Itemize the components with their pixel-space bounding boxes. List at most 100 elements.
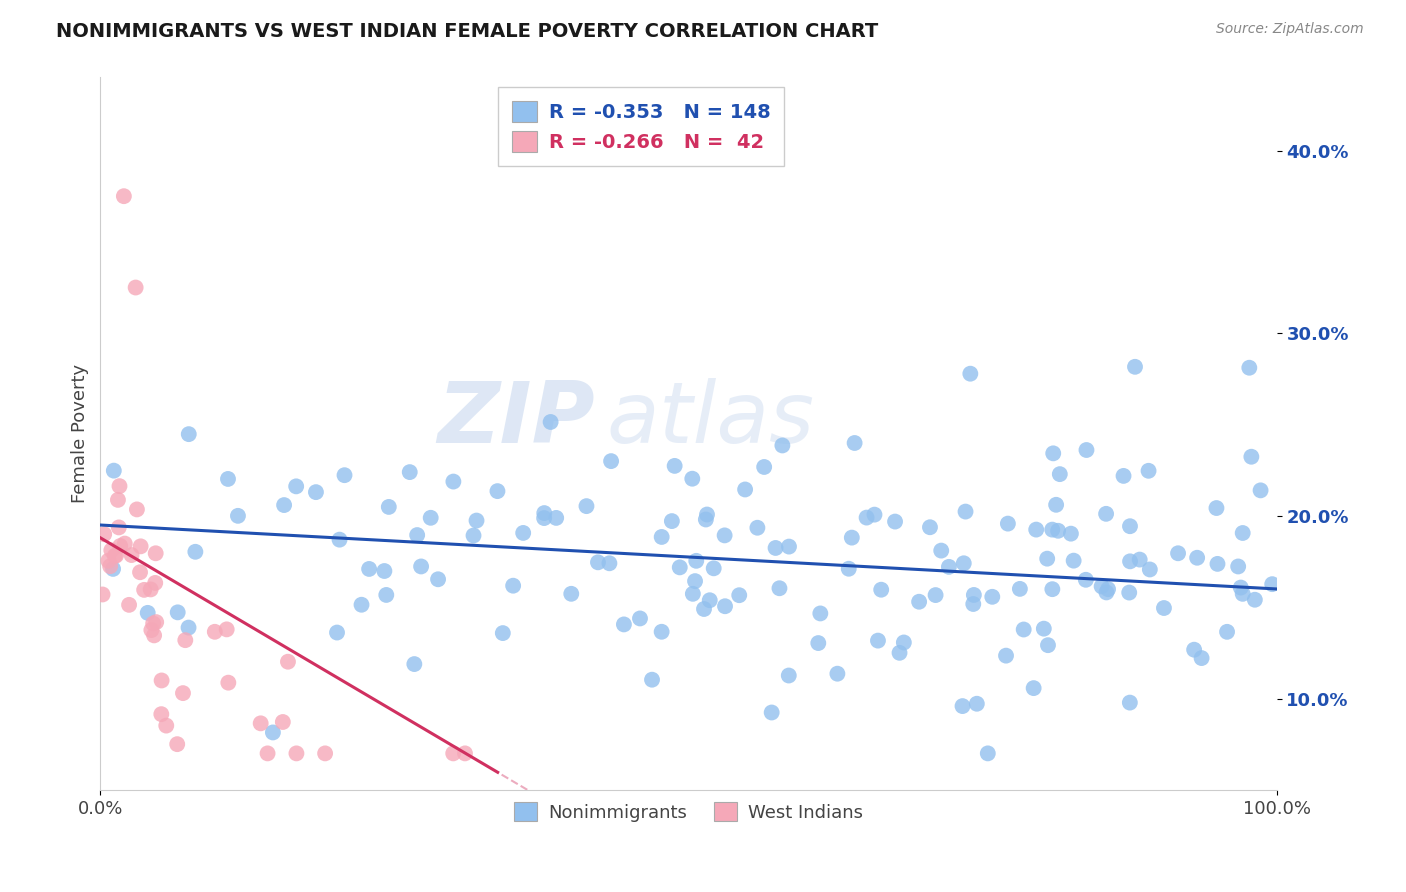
- Point: [1185, 550, 1208, 565]
- Point: [778, 540, 800, 554]
- Point: [1040, 582, 1063, 597]
- Point: [359, 562, 381, 576]
- Point: [981, 590, 1004, 604]
- Point: [696, 508, 718, 522]
- Point: [1063, 554, 1085, 568]
- Point: [139, 582, 162, 597]
- Point: [533, 506, 555, 520]
- Point: [454, 747, 477, 761]
- Point: [533, 511, 555, 525]
- Point: [908, 595, 931, 609]
- Point: [314, 747, 336, 761]
- Point: [586, 555, 609, 569]
- Point: [952, 699, 974, 714]
- Point: [97, 554, 120, 568]
- Point: [1045, 498, 1067, 512]
- Point: [1239, 360, 1261, 375]
- Point: [226, 508, 249, 523]
- Point: [682, 587, 704, 601]
- Text: ZIP: ZIP: [437, 378, 595, 461]
- Point: [893, 635, 915, 649]
- Point: [1240, 450, 1263, 464]
- Point: [924, 588, 946, 602]
- Point: [177, 427, 200, 442]
- Point: [685, 554, 707, 568]
- Point: [681, 472, 703, 486]
- Point: [463, 528, 485, 542]
- Point: [1008, 582, 1031, 596]
- Point: [995, 648, 1018, 663]
- Point: [108, 479, 131, 493]
- Point: [863, 508, 886, 522]
- Text: atlas: atlas: [606, 378, 814, 461]
- Point: [768, 581, 790, 595]
- Point: [959, 367, 981, 381]
- Point: [838, 562, 860, 576]
- Point: [695, 512, 717, 526]
- Point: [540, 415, 562, 429]
- Point: [486, 484, 509, 499]
- Point: [1036, 551, 1059, 566]
- Point: [808, 607, 831, 621]
- Point: [1074, 573, 1097, 587]
- Point: [124, 280, 146, 294]
- Point: [1243, 592, 1265, 607]
- Point: [145, 615, 167, 629]
- Point: [641, 673, 664, 687]
- Point: [714, 599, 737, 614]
- Point: [683, 574, 706, 588]
- Point: [703, 561, 725, 575]
- Point: [1095, 507, 1118, 521]
- Point: [121, 548, 143, 562]
- Point: [651, 624, 673, 639]
- Point: [699, 593, 721, 607]
- Point: [373, 564, 395, 578]
- Point: [962, 597, 984, 611]
- Point: [98, 559, 121, 574]
- Point: [1036, 638, 1059, 652]
- Point: [884, 515, 907, 529]
- Point: [108, 520, 131, 534]
- Point: [1049, 467, 1071, 482]
- Point: [273, 498, 295, 512]
- Point: [378, 500, 401, 514]
- Point: [143, 575, 166, 590]
- Point: [215, 623, 238, 637]
- Point: [1229, 581, 1251, 595]
- Text: Source: ZipAtlas.com: Source: ZipAtlas.com: [1216, 22, 1364, 37]
- Point: [1022, 681, 1045, 695]
- Point: [1206, 557, 1229, 571]
- Point: [628, 611, 651, 625]
- Text: NONIMMIGRANTS VS WEST INDIAN FEMALE POVERTY CORRELATION CHART: NONIMMIGRANTS VS WEST INDIAN FEMALE POVE…: [56, 22, 879, 41]
- Point: [101, 562, 124, 576]
- Point: [118, 598, 141, 612]
- Point: [107, 492, 129, 507]
- Point: [1012, 623, 1035, 637]
- Point: [249, 716, 271, 731]
- Point: [661, 514, 683, 528]
- Point: [145, 546, 167, 560]
- Point: [1137, 464, 1160, 478]
- Point: [350, 598, 373, 612]
- Point: [713, 528, 735, 542]
- Point: [1153, 601, 1175, 615]
- Point: [889, 646, 911, 660]
- Point: [955, 505, 977, 519]
- Point: [1139, 562, 1161, 576]
- Point: [1227, 559, 1250, 574]
- Point: [1042, 446, 1064, 460]
- Point: [112, 189, 135, 203]
- Point: [104, 549, 127, 563]
- Y-axis label: Female Poverty: Female Poverty: [72, 364, 89, 503]
- Point: [129, 566, 152, 580]
- Point: [1205, 501, 1227, 516]
- Point: [375, 588, 398, 602]
- Point: [1119, 554, 1142, 568]
- Point: [963, 588, 986, 602]
- Point: [747, 521, 769, 535]
- Point: [1191, 651, 1213, 665]
- Point: [1097, 582, 1119, 596]
- Point: [1032, 622, 1054, 636]
- Point: [598, 556, 620, 570]
- Point: [271, 714, 294, 729]
